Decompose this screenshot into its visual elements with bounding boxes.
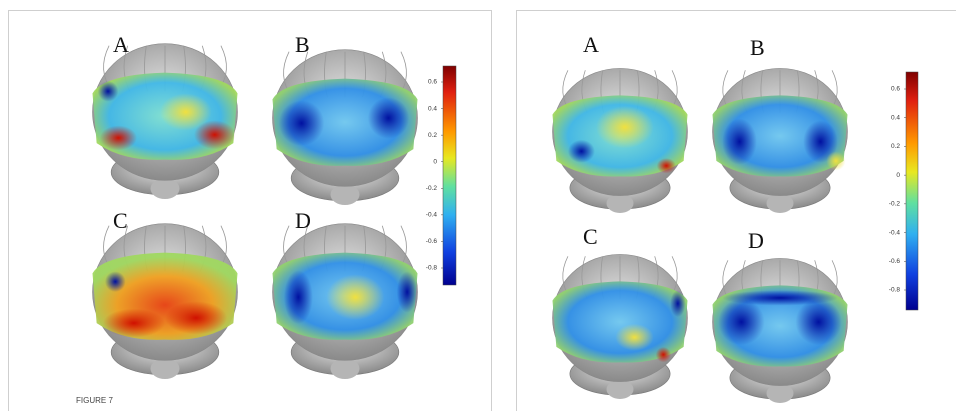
activation-blob: [795, 298, 842, 346]
colorbar: [905, 71, 919, 311]
colorbar-tick-label: 0.4: [891, 114, 900, 121]
brainstem: [330, 358, 360, 379]
panel-label: A: [583, 32, 599, 57]
colorbar-tick-label: 0.2: [428, 132, 437, 139]
colorbar-tick-label: -0.6: [889, 258, 901, 265]
activation-blob: [722, 118, 757, 165]
panel-label: B: [750, 35, 765, 60]
panel-label: A: [113, 32, 129, 57]
activation-blob: [99, 125, 138, 151]
activation-blob: [159, 93, 212, 131]
colorbar: [442, 65, 457, 286]
panel-label: B: [295, 32, 310, 57]
panel-label: D: [748, 228, 764, 253]
brainstem: [330, 184, 360, 205]
panel-label: D: [295, 208, 311, 233]
colorbar-tick-label: 0.6: [891, 86, 900, 93]
activation-blob: [656, 158, 676, 174]
colorbar-tick-label: -0.4: [426, 212, 438, 219]
activation-blob: [718, 298, 765, 346]
brain-map: [272, 223, 418, 379]
activation-blob: [655, 346, 672, 363]
activation-blob: [722, 290, 838, 306]
activation-blob: [595, 105, 654, 149]
activation-blob: [567, 139, 595, 163]
colorbar-tick-label: 0: [896, 172, 900, 179]
activation-blob: [102, 308, 165, 338]
brainstem: [150, 178, 180, 199]
panel-frame: [8, 10, 492, 411]
brain-map: [272, 49, 418, 205]
activation-blob: [367, 97, 410, 139]
colorbar-tick-label: -0.4: [889, 229, 901, 236]
brainstem: [150, 358, 180, 379]
brain-map: [552, 68, 688, 213]
brain-map: [92, 223, 238, 379]
brain-map: [712, 258, 848, 403]
activation-map: [552, 281, 688, 363]
colorbar-tick-label: 0.2: [891, 143, 900, 150]
colorbar-tick-label: 0: [433, 158, 437, 165]
panel-label: C: [113, 208, 128, 233]
activation-blob: [803, 120, 838, 163]
brainstem: [766, 383, 794, 403]
activation-blob: [283, 270, 313, 325]
brain-map: [712, 68, 848, 213]
brain-map: [92, 43, 238, 199]
brainstem: [606, 379, 634, 399]
activation-blob: [670, 290, 686, 318]
colorbar-tick-label: -0.6: [426, 238, 438, 245]
activation-blob: [165, 301, 228, 335]
activation-blob: [615, 323, 654, 351]
activation-blob: [278, 100, 325, 146]
colorbar-tick-label: 0.4: [428, 105, 437, 112]
activation-blob: [826, 151, 846, 171]
panel-frame: [516, 10, 956, 411]
activation-blob: [396, 271, 418, 313]
activation-blob: [194, 120, 236, 150]
colorbar-tick-label: -0.2: [426, 185, 438, 192]
brainstem: [606, 193, 634, 213]
activation-blob: [97, 80, 119, 102]
colorbar-tick-label: -0.2: [889, 201, 901, 208]
brain-map: [552, 254, 688, 399]
caption: FIGURE 7: [76, 396, 113, 405]
activation-blob: [326, 274, 385, 320]
colorbar-tick-label: -0.8: [426, 265, 438, 272]
colorbar-tick-label: -0.8: [889, 287, 901, 294]
brainstem: [766, 193, 794, 213]
colorbar-tick-label: 0.6: [428, 79, 437, 86]
panel-label: C: [583, 224, 598, 249]
activation-blob: [104, 271, 126, 292]
